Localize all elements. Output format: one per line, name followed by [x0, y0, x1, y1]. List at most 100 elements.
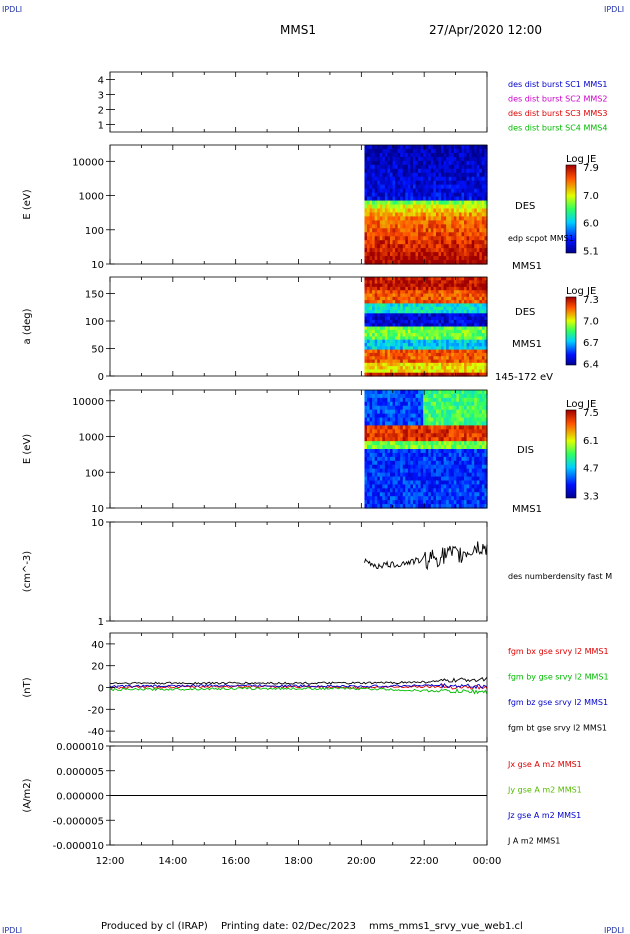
heatmap-cell	[400, 168, 404, 174]
heatmap-cell	[435, 460, 440, 466]
heatmap-cell	[464, 480, 468, 485]
heatmap-cell	[456, 452, 460, 458]
heatmap-cell	[425, 232, 429, 237]
heatmap-cell	[372, 283, 376, 288]
heatmap-cell	[372, 464, 376, 470]
heatmap-cell	[374, 260, 378, 265]
heatmap-cell	[390, 160, 394, 166]
heatmap-cell	[451, 464, 455, 470]
heatmap-cell	[448, 290, 452, 295]
legend-entry: des dist burst SC3 MMS3	[508, 109, 607, 118]
heatmap-cell	[448, 310, 452, 314]
heatmap-cell	[425, 145, 429, 150]
heatmap-cell	[430, 401, 434, 407]
heatmap-cell	[390, 359, 394, 364]
heatmap-cell	[364, 224, 368, 229]
heatmap-cell	[464, 343, 468, 347]
heatmap-cell	[407, 319, 412, 324]
heatmap-cell	[453, 184, 457, 190]
heatmap-cell	[412, 339, 417, 344]
panel-right-label: DES	[515, 307, 535, 318]
heatmap-cell	[458, 188, 463, 194]
heatmap-cell	[418, 326, 422, 331]
heatmap-cell	[379, 405, 383, 411]
colorbar-title: Log JE	[566, 154, 596, 165]
heatmap-cell	[418, 417, 422, 423]
heatmap-cell	[382, 437, 386, 442]
colorbar-gradient	[565, 409, 577, 499]
y-tick-label: 10	[91, 504, 104, 515]
colorbar-tick-label: 7.0	[583, 191, 599, 202]
heatmap-cell	[423, 286, 427, 291]
heatmap-cell	[428, 316, 432, 321]
heatmap-cell	[458, 283, 463, 288]
heatmap-cell	[425, 196, 429, 202]
heatmap-cell	[387, 460, 391, 466]
heatmap-cell	[466, 405, 470, 411]
heatmap-cell	[435, 160, 440, 166]
heatmap-cell	[484, 208, 488, 214]
heatmap-cell	[435, 433, 440, 438]
heatmap-cell	[423, 500, 427, 505]
heatmap-cell	[377, 303, 381, 308]
heatmap-cell	[407, 196, 412, 202]
heatmap-cell	[364, 362, 368, 367]
heatmap-cell	[423, 204, 427, 210]
heatmap-cell	[481, 504, 486, 509]
heatmap-cell	[441, 366, 445, 370]
heatmap-cell	[474, 303, 478, 308]
heatmap-cell	[415, 192, 419, 198]
heatmap-cell	[428, 319, 432, 324]
heatmap-cell	[430, 216, 434, 221]
heatmap-cell	[364, 180, 368, 186]
heatmap-cell	[405, 393, 409, 399]
heatmap-cell	[379, 452, 383, 458]
heatmap-cell	[441, 316, 445, 321]
heatmap-cell	[448, 409, 452, 415]
y-tick-label: 1	[98, 617, 104, 628]
heatmap-cell	[461, 252, 465, 257]
heatmap-cell	[484, 319, 488, 324]
heatmap-cell	[415, 362, 419, 367]
heatmap-cell	[407, 397, 412, 403]
heatmap-cell	[448, 192, 452, 198]
heatmap-cell	[387, 148, 391, 154]
series-line	[109, 682, 488, 690]
heatmap-cell	[476, 204, 480, 210]
heatmap-cell	[405, 316, 409, 321]
heatmap-cell	[438, 449, 442, 454]
heatmap-cell	[448, 244, 452, 249]
heatmap-cell	[481, 248, 486, 253]
heatmap-cell	[379, 437, 383, 442]
heatmap-cell	[374, 397, 378, 403]
heatmap-cell	[402, 310, 406, 314]
heatmap-cell	[418, 496, 422, 501]
heatmap-cell	[377, 196, 381, 202]
heatmap-cell	[448, 362, 452, 367]
heatmap-cell	[395, 449, 399, 454]
heatmap-cell	[474, 252, 478, 257]
heatmap-cell	[441, 484, 445, 489]
heatmap-cell	[446, 343, 450, 347]
heatmap-cell	[392, 359, 396, 364]
heatmap-cell	[369, 200, 373, 206]
heatmap-cell	[374, 333, 378, 337]
heatmap-cell	[418, 449, 422, 454]
heatmap-cell	[456, 168, 460, 174]
heatmap-cell	[425, 286, 429, 291]
heatmap-cell	[377, 296, 381, 301]
heatmap-cell	[384, 156, 389, 162]
heatmap-cell	[423, 433, 427, 438]
heatmap-cell	[441, 492, 445, 497]
heatmap-cell	[451, 488, 455, 493]
heatmap-cell	[397, 310, 401, 314]
heatmap-cell	[407, 464, 412, 470]
heatmap-cell	[364, 492, 368, 497]
heatmap-cell	[446, 208, 450, 214]
heatmap-cell	[412, 425, 417, 430]
heatmap-cell	[453, 296, 457, 301]
heatmap-cell	[390, 464, 394, 470]
heatmap-cell	[474, 429, 478, 434]
heatmap-cell	[435, 224, 440, 229]
heatmap-cell	[420, 333, 424, 337]
